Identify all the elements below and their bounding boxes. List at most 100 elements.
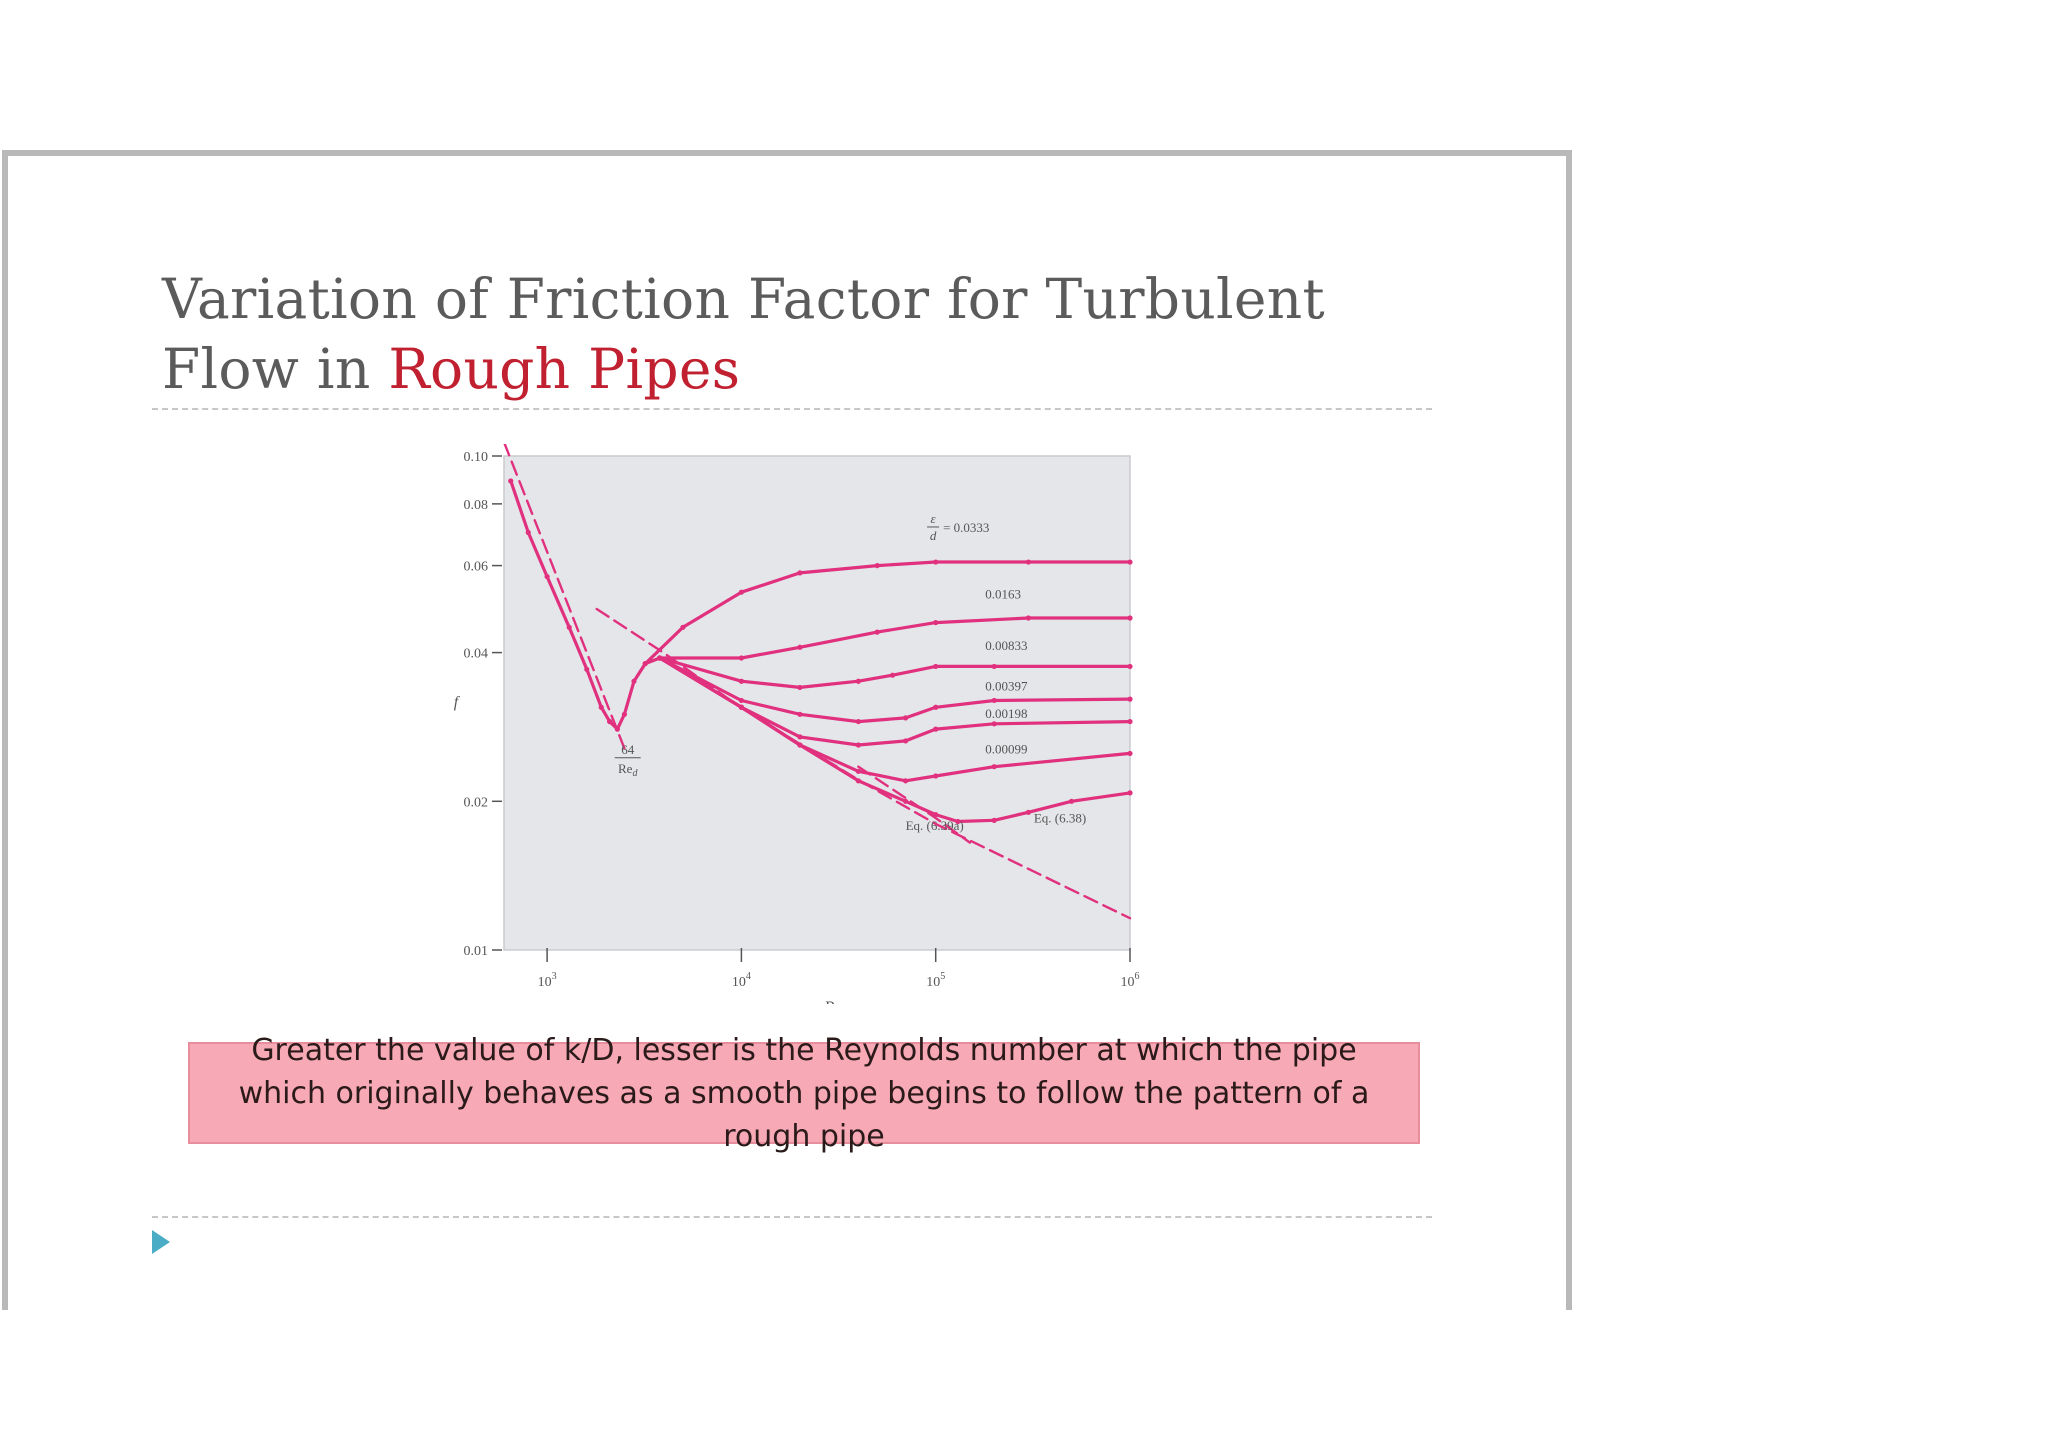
x-tick-exponent: 3 — [552, 971, 557, 982]
data-point — [1127, 615, 1133, 621]
data-point — [607, 718, 613, 725]
callout-box: Greater the value of k/D, lesser is the … — [188, 1033, 1420, 1154]
y-tick-label: 0.01 — [464, 944, 489, 959]
y-axis-label: f — [454, 694, 461, 711]
data-point — [1025, 809, 1032, 815]
data-point — [1025, 615, 1032, 621]
annotation-label: = 0.0333 — [943, 520, 989, 535]
data-point — [903, 715, 909, 721]
annotation-label: Eq. (6.39a) — [906, 818, 964, 833]
data-point — [631, 678, 637, 684]
annotation-label: 0.00397 — [985, 679, 1028, 694]
data-point — [933, 704, 939, 710]
friction-factor-chart: 0.10 0.08 0.06 0.04 0.02 0.01 103 104 105 106 f Red… — [454, 444, 1140, 1004]
slide-title: Variation of Friction Factor for Turbule… — [162, 264, 1325, 404]
data-point — [797, 711, 803, 717]
data-point — [508, 478, 514, 484]
data-point — [598, 704, 604, 710]
series-line-6 — [658, 656, 1132, 689]
triangle-right-icon — [152, 1230, 170, 1254]
data-point — [933, 773, 939, 779]
annotation-numerator: 64 — [621, 742, 635, 757]
title-line-1: Variation of Friction Factor for Turbule… — [162, 267, 1325, 331]
data-point — [933, 619, 939, 626]
y-tick-label: 0.02 — [464, 795, 489, 810]
x-axis-label: Red — [825, 999, 850, 1004]
callout-text: Greater the value of k/D, lesser is the … — [238, 1032, 1370, 1154]
data-point — [874, 562, 880, 569]
data-point — [1127, 696, 1133, 702]
y-tick-label: 0.10 — [464, 450, 489, 465]
data-point — [991, 817, 997, 823]
data-point — [903, 738, 909, 744]
data-point — [991, 697, 997, 704]
x-tick-label: 105 — [926, 971, 945, 990]
series-line-11 — [857, 765, 972, 844]
x-tick-exponent: 4 — [746, 971, 751, 982]
data-point — [855, 768, 861, 774]
data-point — [955, 818, 961, 825]
series-line-7 — [658, 656, 1132, 724]
annotation-d: d — [930, 528, 937, 543]
x-tick-label: 106 — [1121, 971, 1140, 990]
data-point — [933, 559, 939, 565]
data-point — [738, 589, 745, 595]
data-point — [1127, 559, 1133, 565]
y-tick-label: 0.04 — [464, 647, 489, 662]
data-point — [797, 742, 803, 748]
data-point — [855, 678, 861, 684]
data-point — [584, 666, 590, 672]
data-point — [991, 721, 997, 727]
data-point — [797, 684, 803, 691]
data-point — [566, 624, 572, 630]
data-point — [855, 742, 861, 748]
data-point — [991, 764, 997, 770]
annotation-label: 0.00099 — [985, 741, 1027, 756]
y-tick-label: 0.08 — [464, 498, 489, 513]
data-point — [525, 529, 531, 536]
data-point — [903, 778, 909, 784]
annotation-label: 0.0163 — [985, 586, 1021, 601]
data-point — [1127, 718, 1133, 725]
data-point — [855, 718, 861, 725]
data-point — [614, 726, 620, 732]
data-point — [889, 672, 896, 678]
title-line-2-prefix: Flow in — [162, 337, 389, 401]
x-tick-exponent: 6 — [1135, 971, 1140, 982]
series-line-4 — [643, 560, 1132, 666]
data-point — [657, 655, 663, 661]
data-point — [797, 734, 803, 740]
data-point — [991, 663, 997, 670]
title-line-2-accent: Rough Pipes — [388, 337, 741, 401]
series-line-0 — [503, 444, 626, 750]
slide: Variation of Friction Factor for Turbule… — [2, 150, 1572, 1310]
data-point — [903, 798, 909, 804]
y-tick-label: 0.06 — [464, 560, 489, 575]
data-point — [544, 573, 550, 580]
footer-divider — [152, 1216, 1432, 1218]
x-tick-exponent: 5 — [940, 971, 945, 982]
data-point — [621, 711, 628, 717]
annotation-label: 0.00833 — [985, 638, 1027, 653]
data-point — [680, 624, 686, 630]
data-point — [1068, 798, 1075, 804]
data-point — [738, 704, 745, 710]
data-point — [738, 697, 745, 704]
annotation-subscript: d — [632, 768, 638, 779]
data-point — [933, 726, 939, 732]
annotation-label: Eq. (6.38) — [1034, 811, 1086, 826]
data-point — [797, 644, 803, 650]
annotation-epsilon: ε — [931, 511, 937, 526]
data-point — [797, 570, 803, 576]
data-point — [874, 629, 880, 635]
annotation-label: 0.00198 — [985, 706, 1027, 721]
plot-area — [503, 455, 1131, 951]
data-point — [1127, 663, 1133, 670]
title-divider — [152, 408, 1432, 410]
data-point — [738, 678, 745, 684]
data-point — [1127, 750, 1133, 757]
x-tick-label: 104 — [732, 971, 751, 990]
data-point — [738, 655, 745, 661]
data-point — [933, 663, 939, 670]
data-point — [1025, 559, 1032, 565]
